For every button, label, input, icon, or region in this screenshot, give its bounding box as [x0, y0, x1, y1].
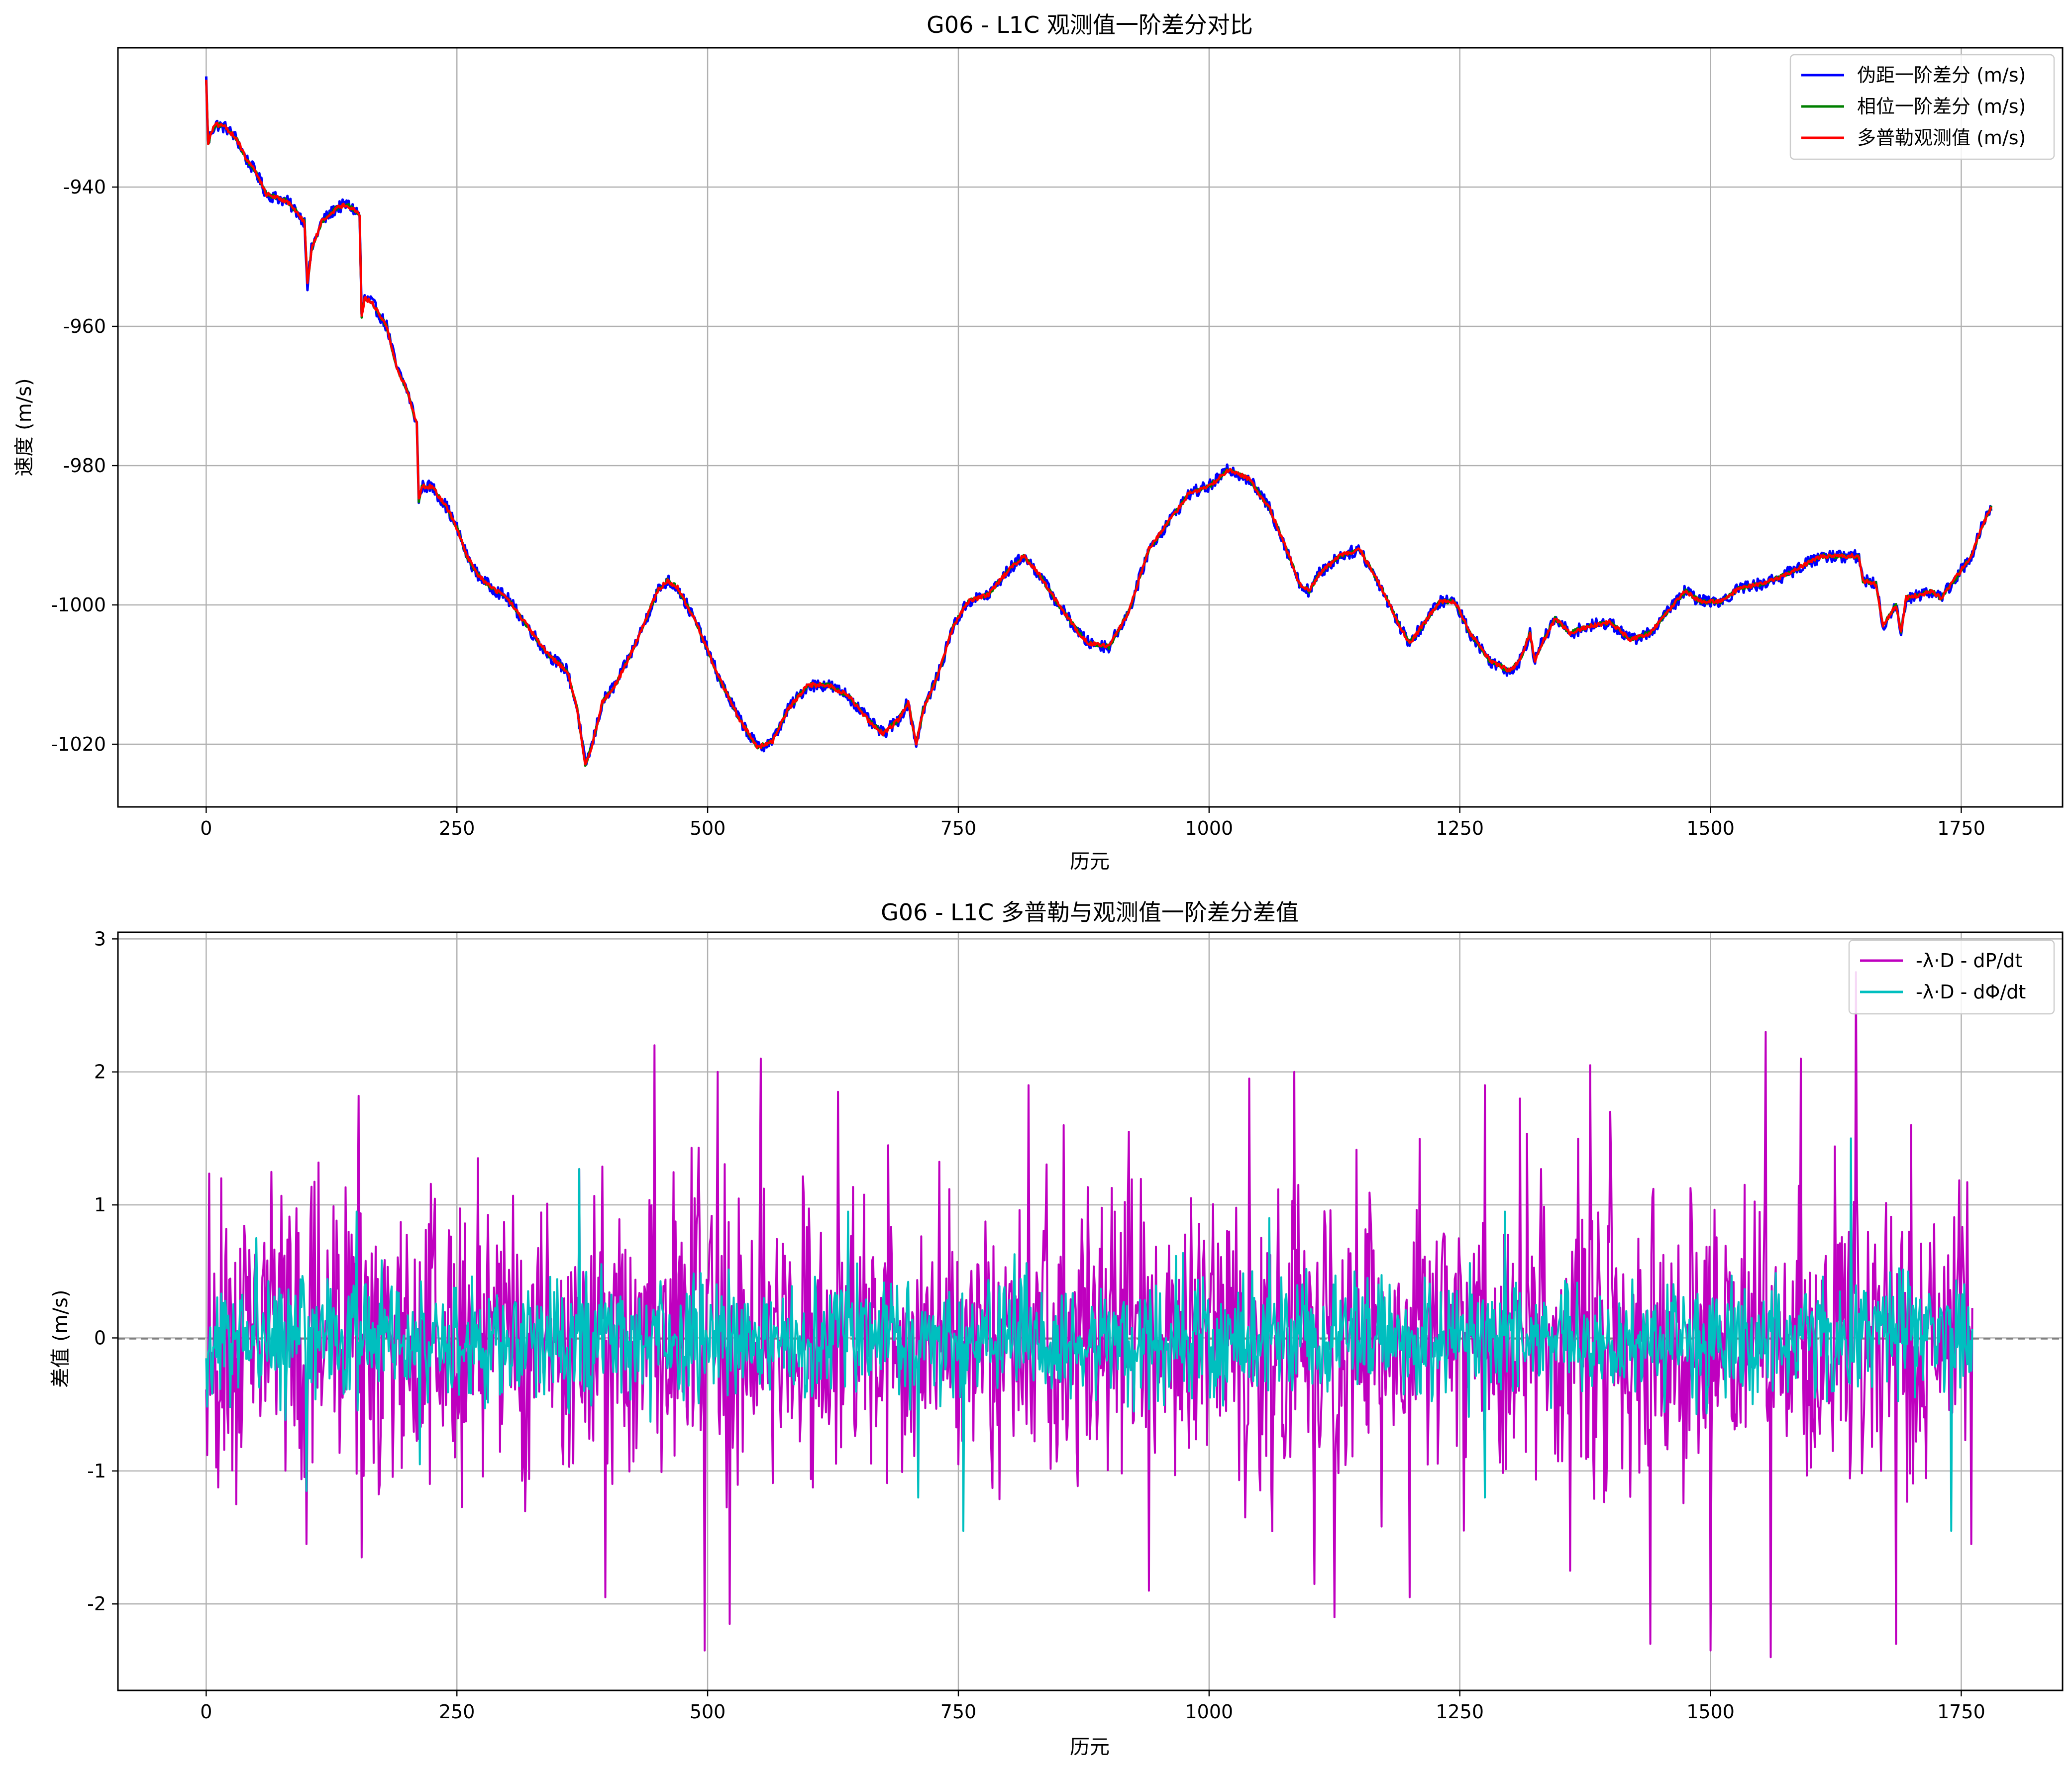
phase-diff-series-line [205, 1137, 1973, 1532]
bottom-legend-box [1848, 939, 2055, 1015]
legend-label-pseudorange: 伪距一阶差分 (m/s) [1857, 64, 2026, 86]
bottom-y-axis-label: 差值 (m/s) [49, 1289, 72, 1387]
bottom-y-tick-label: 3 [94, 928, 106, 950]
top-x-tick-label: 1750 [1937, 817, 1985, 839]
legend-label-phase: 相位一阶差分 (m/s) [1857, 96, 2026, 117]
top-y-tick-label: -1000 [51, 594, 106, 616]
bottom-x-tick-label: 500 [690, 1701, 726, 1723]
top-y-tick-label: -1020 [51, 733, 106, 755]
pseudorange-series-line [205, 76, 1993, 766]
top-y-tick-label: -940 [63, 176, 106, 198]
bottom-y-tick-label: 0 [94, 1327, 106, 1349]
bottom-y-ticks: -2 -1 0 1 2 3 [87, 928, 118, 1615]
bottom-x-tick-label: 750 [940, 1701, 977, 1723]
top-y-tick-label: -960 [63, 315, 106, 337]
bottom-x-tick-label: 1000 [1185, 1701, 1233, 1723]
bottom-x-tick-label: 1750 [1937, 1701, 1985, 1723]
top-x-axis-label: 历元 [1070, 850, 1110, 873]
top-x-tick-label: 750 [940, 817, 977, 839]
bottom-y-tick-label: -2 [87, 1593, 106, 1615]
bottom-x-tick-label: 1500 [1686, 1701, 1735, 1723]
bottom-y-tick-label: -1 [87, 1460, 106, 1482]
top-chart-title: G06 - L1C 观测值一阶差分对比 [927, 11, 1253, 38]
top-axes-frame [117, 47, 2064, 808]
top-y-axis-label: 速度 (m/s) [13, 378, 36, 476]
top-x-tick-label: 0 [200, 817, 212, 839]
bottom-chart-title: G06 - L1C 多普勒与观测值一阶差分差值 [881, 899, 1299, 926]
doppler-series-line [205, 80, 1992, 766]
top-x-tick-label: 1500 [1686, 817, 1735, 839]
top-x-tick-label: 1250 [1436, 817, 1484, 839]
top-legend: 伪距一阶差分 (m/s) 相位一阶差分 (m/s) 多普勒观测值 (m/s) [1789, 54, 2055, 160]
bottom-subplot: G06 - L1C 多普勒与观测值一阶差分差值 0 250 500 750 1000 12… [49, 899, 2064, 1759]
top-y-ticks: -1020 -1000 -980 -960 -940 [51, 176, 118, 755]
bottom-legend: -λ·D - dP/dt -λ·D - dΦ/dt [1848, 939, 2055, 1015]
top-y-tick-label: -980 [63, 455, 106, 477]
top-grid [118, 48, 2063, 807]
top-x-ticks: 0 250 500 750 1000 1250 1500 1750 [200, 807, 1985, 839]
top-x-tick-label: 250 [439, 817, 475, 839]
legend-label-doppler: 多普勒观测值 (m/s) [1857, 127, 2026, 149]
bottom-x-tick-label: 1250 [1436, 1701, 1484, 1723]
phase-series-line [205, 81, 1993, 767]
top-plot-area [205, 76, 1993, 767]
top-legend-box [1789, 54, 2055, 160]
bottom-x-tick-label: 0 [200, 1701, 212, 1723]
top-x-tick-label: 500 [690, 817, 726, 839]
bottom-x-tick-label: 250 [439, 1701, 475, 1723]
legend-label-phase-diff: -λ·D - dΦ/dt [1916, 981, 2026, 1003]
top-x-tick-label: 1000 [1185, 817, 1233, 839]
bottom-axes-frame [117, 931, 2064, 1691]
bottom-x-ticks: 0 250 500 750 1000 1250 1500 1750 [200, 1690, 1985, 1723]
bottom-y-tick-label: 1 [94, 1194, 106, 1216]
bottom-x-axis-label: 历元 [1070, 1736, 1110, 1759]
legend-label-pseudorange-diff: -λ·D - dP/dt [1916, 950, 2022, 972]
bottom-plot-area [205, 971, 1973, 1659]
top-subplot: G06 - L1C 观测值一阶差分对比 0 250 500 750 1000 1250 15… [13, 11, 2064, 873]
bottom-y-tick-label: 2 [94, 1061, 106, 1083]
